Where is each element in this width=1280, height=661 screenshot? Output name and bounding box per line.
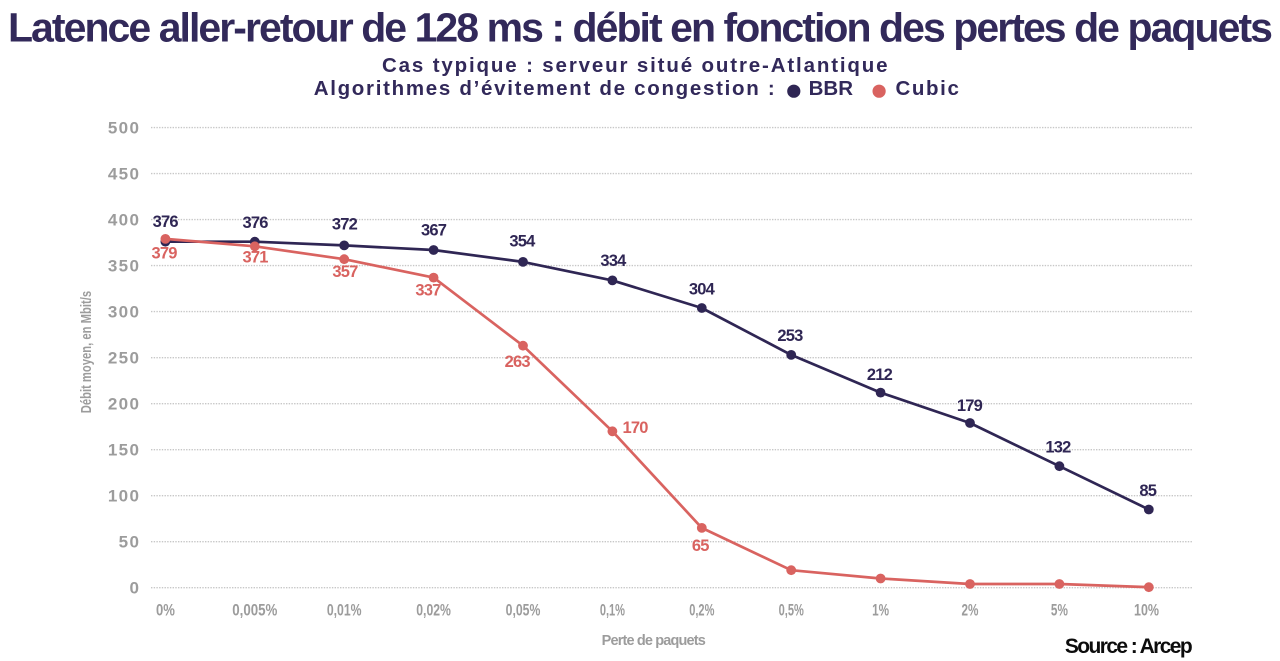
svg-text:379: 379 (152, 245, 178, 263)
svg-text:376: 376 (243, 214, 269, 232)
svg-text:450: 450 (108, 165, 141, 184)
svg-text:65: 65 (692, 537, 709, 555)
svg-text:400: 400 (108, 211, 141, 230)
svg-text:85: 85 (1139, 482, 1156, 500)
svg-text:132: 132 (1045, 439, 1071, 457)
svg-text:253: 253 (777, 327, 803, 345)
svg-text:150: 150 (108, 441, 141, 460)
svg-text:371: 371 (243, 249, 269, 267)
svg-text:337: 337 (415, 281, 441, 299)
svg-text:170: 170 (623, 419, 649, 437)
svg-text:357: 357 (332, 263, 358, 281)
svg-text:0,1%: 0,1% (600, 601, 625, 620)
svg-text:100: 100 (108, 487, 141, 506)
svg-text:179: 179 (957, 397, 983, 415)
svg-text:0,05%: 0,05% (506, 602, 541, 620)
svg-text:304: 304 (689, 281, 716, 299)
svg-text:Cas typique : serveur situé ou: Cas typique : serveur situé outre-Atlant… (382, 54, 889, 77)
svg-text:212: 212 (867, 366, 893, 384)
svg-text:0%: 0% (156, 601, 175, 620)
svg-text:0,2%: 0,2% (689, 601, 714, 620)
svg-text:200: 200 (108, 395, 141, 414)
svg-text:0,02%: 0,02% (416, 602, 451, 620)
svg-text:50: 50 (119, 533, 141, 552)
svg-text:10%: 10% (1134, 602, 1159, 620)
svg-text:1%: 1% (872, 602, 889, 621)
svg-text:350: 350 (108, 257, 141, 276)
svg-text:0,01%: 0,01% (327, 602, 362, 620)
svg-text:0: 0 (130, 579, 141, 598)
svg-text:Source : Arcep: Source : Arcep (1065, 635, 1192, 658)
svg-text:354: 354 (509, 233, 536, 251)
svg-text:Perte de paquets: Perte de paquets (602, 633, 706, 649)
svg-text:2%: 2% (962, 602, 979, 621)
svg-text:BBR: BBR (809, 77, 854, 100)
svg-text:300: 300 (108, 303, 141, 322)
svg-text:Latence aller-retour de 128 ms: Latence aller-retour de 128 ms : débit e… (8, 4, 1272, 50)
svg-text:500: 500 (108, 119, 141, 138)
svg-text:Débit moyen, en Mbit/s: Débit moyen, en Mbit/s (77, 291, 94, 413)
svg-text:372: 372 (332, 216, 358, 234)
svg-text:0,005%: 0,005% (232, 601, 277, 620)
svg-text:Cubic: Cubic (896, 77, 961, 100)
svg-text:5%: 5% (1051, 602, 1068, 621)
svg-text:376: 376 (153, 213, 179, 231)
svg-text:367: 367 (421, 221, 447, 239)
svg-text:250: 250 (108, 349, 141, 368)
svg-text:334: 334 (600, 252, 627, 270)
svg-text:Algorithmes d’évitement de con: Algorithmes d’évitement de congestion : (314, 77, 777, 100)
svg-text:263: 263 (505, 353, 531, 371)
svg-text:0,5%: 0,5% (779, 601, 804, 620)
